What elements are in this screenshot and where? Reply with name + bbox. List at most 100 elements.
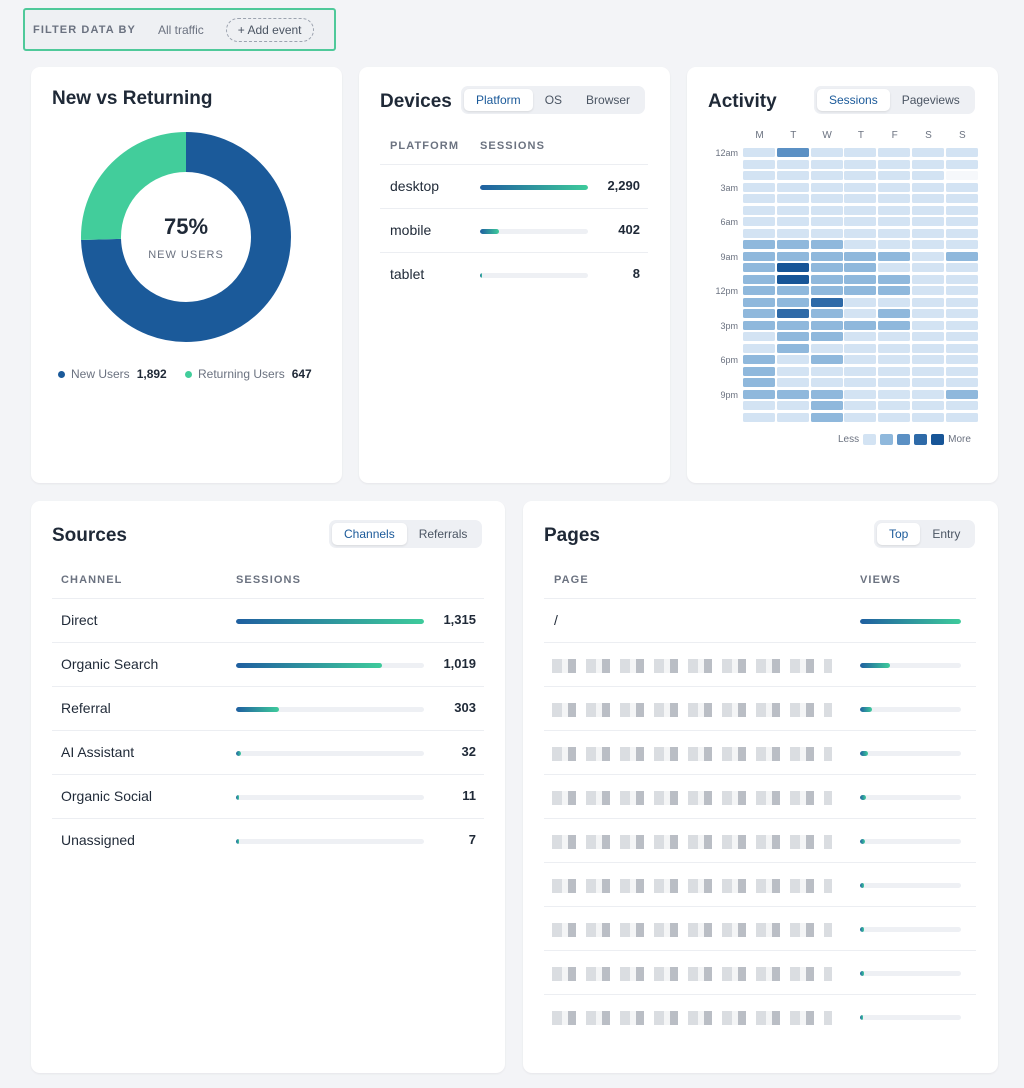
heatmap-cell[interactable] xyxy=(912,378,944,387)
heatmap-cell[interactable] xyxy=(844,401,877,410)
table-row[interactable]: desktop 2,290 xyxy=(380,164,648,208)
heatmap-cell[interactable] xyxy=(776,182,809,192)
heatmap-cell[interactable] xyxy=(810,286,843,295)
heatmap-cell[interactable] xyxy=(912,240,944,249)
heatmap-cell[interactable] xyxy=(844,378,877,387)
heatmap-cell[interactable] xyxy=(878,412,911,422)
heatmap-cell[interactable] xyxy=(844,148,877,157)
heatmap-cell[interactable] xyxy=(844,366,877,376)
heatmap-cell[interactable] xyxy=(945,217,978,226)
table-row[interactable]: AI Assistant 32 xyxy=(52,730,484,774)
heatmap-cell[interactable] xyxy=(776,309,809,318)
table-row[interactable] xyxy=(544,994,976,1038)
heatmap-cell[interactable] xyxy=(743,205,775,215)
heatmap-cell[interactable] xyxy=(945,263,978,272)
heatmap-cell[interactable] xyxy=(912,159,944,169)
heatmap-cell[interactable] xyxy=(810,240,843,249)
heatmap-cell[interactable] xyxy=(912,182,944,192)
add-event-button[interactable]: + Add event xyxy=(225,17,314,42)
heatmap-cell[interactable] xyxy=(810,378,843,387)
heatmap-cell[interactable] xyxy=(878,263,911,272)
heatmap-cell[interactable] xyxy=(844,274,877,284)
table-row[interactable]: tablet 8 xyxy=(380,252,648,296)
heatmap-cell[interactable] xyxy=(945,205,978,215)
heatmap-cell[interactable] xyxy=(878,378,911,387)
table-row[interactable]: Direct 1,315 xyxy=(52,598,484,642)
heatmap-cell[interactable] xyxy=(776,286,809,295)
heatmap-cell[interactable] xyxy=(810,309,843,318)
heatmap-cell[interactable] xyxy=(878,240,911,249)
heatmap-cell[interactable] xyxy=(844,205,877,215)
heatmap-cell[interactable] xyxy=(844,228,877,238)
heatmap-cell[interactable] xyxy=(810,332,843,341)
heatmap-cell[interactable] xyxy=(810,228,843,238)
heatmap-cell[interactable] xyxy=(810,251,843,261)
table-row[interactable] xyxy=(544,950,976,994)
heatmap-cell[interactable] xyxy=(776,332,809,341)
heatmap-cell[interactable] xyxy=(844,240,877,249)
heatmap-cell[interactable] xyxy=(945,309,978,318)
heatmap-cell[interactable] xyxy=(776,148,809,157)
heatmap-cell[interactable] xyxy=(743,412,775,422)
tab-browser[interactable]: Browser xyxy=(586,93,631,107)
heatmap-cell[interactable] xyxy=(945,389,978,399)
heatmap-cell[interactable] xyxy=(776,320,809,330)
table-row[interactable]: mobile 402 xyxy=(380,208,648,252)
heatmap-cell[interactable] xyxy=(776,159,809,169)
heatmap-cell[interactable] xyxy=(810,412,843,422)
tab-sessions[interactable]: Sessions xyxy=(817,89,890,111)
tab-platform[interactable]: Platform xyxy=(464,89,533,111)
heatmap-cell[interactable] xyxy=(945,159,978,169)
heatmap-cell[interactable] xyxy=(810,343,843,353)
all-traffic-filter[interactable]: All traffic xyxy=(157,22,204,37)
table-row[interactable] xyxy=(544,642,976,686)
heatmap-cell[interactable] xyxy=(743,240,775,249)
heatmap-cell[interactable] xyxy=(776,228,809,238)
heatmap-cell[interactable] xyxy=(945,240,978,249)
heatmap-cell[interactable] xyxy=(743,401,775,410)
table-row[interactable] xyxy=(544,818,976,862)
heatmap-cell[interactable] xyxy=(776,274,809,284)
heatmap-cell[interactable] xyxy=(743,274,775,284)
heatmap-cell[interactable] xyxy=(912,228,944,238)
heatmap-cell[interactable] xyxy=(844,217,877,226)
heatmap-cell[interactable] xyxy=(912,389,944,399)
heatmap-cell[interactable] xyxy=(776,194,809,203)
heatmap-cell[interactable] xyxy=(810,274,843,284)
heatmap-cell[interactable] xyxy=(878,148,911,157)
heatmap-cell[interactable] xyxy=(743,182,775,192)
heatmap-cell[interactable] xyxy=(878,343,911,353)
heatmap-cell[interactable] xyxy=(810,205,843,215)
heatmap-cell[interactable] xyxy=(743,228,775,238)
heatmap-cell[interactable] xyxy=(844,309,877,318)
heatmap-cell[interactable] xyxy=(743,171,775,180)
tab-top[interactable]: Top xyxy=(877,523,921,545)
heatmap-cell[interactable] xyxy=(912,320,944,330)
heatmap-cell[interactable] xyxy=(878,332,911,341)
table-row[interactable]: Unassigned 7 xyxy=(52,818,484,862)
heatmap-cell[interactable] xyxy=(878,182,911,192)
heatmap-cell[interactable] xyxy=(945,274,978,284)
heatmap-cell[interactable] xyxy=(743,343,775,353)
table-row[interactable] xyxy=(544,774,976,818)
tab-pageviews[interactable]: Pageviews xyxy=(901,93,960,107)
heatmap-cell[interactable] xyxy=(776,251,809,261)
heatmap-cell[interactable] xyxy=(810,401,843,410)
heatmap-cell[interactable] xyxy=(912,366,944,376)
heatmap-cell[interactable] xyxy=(912,412,944,422)
heatmap-cell[interactable] xyxy=(810,194,843,203)
heatmap-cell[interactable] xyxy=(878,274,911,284)
heatmap-cell[interactable] xyxy=(844,343,877,353)
heatmap-cell[interactable] xyxy=(878,159,911,169)
heatmap-cell[interactable] xyxy=(743,366,775,376)
heatmap-cell[interactable] xyxy=(878,320,911,330)
heatmap-cell[interactable] xyxy=(945,355,978,364)
heatmap-cell[interactable] xyxy=(844,389,877,399)
heatmap-cell[interactable] xyxy=(776,343,809,353)
heatmap-cell[interactable] xyxy=(810,263,843,272)
heatmap-cell[interactable] xyxy=(878,309,911,318)
table-row[interactable] xyxy=(544,730,976,774)
heatmap-cell[interactable] xyxy=(945,401,978,410)
heatmap-cell[interactable] xyxy=(912,332,944,341)
heatmap-cell[interactable] xyxy=(912,343,944,353)
